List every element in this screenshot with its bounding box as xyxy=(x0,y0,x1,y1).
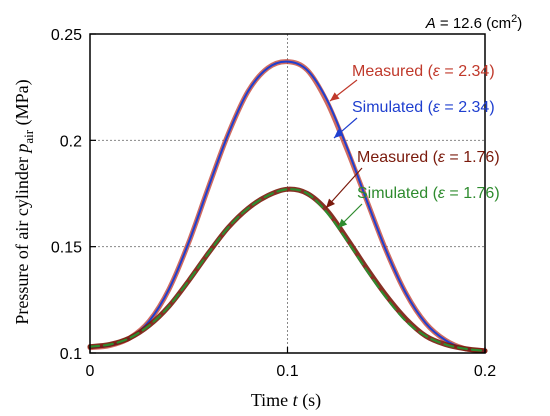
series-simulated-234 xyxy=(89,60,486,352)
x-tick-label: 0 xyxy=(86,363,95,380)
y-tick-label: 0.1 xyxy=(60,346,82,363)
legend-simulated-234: Simulated (ε = 2.34) xyxy=(352,99,495,116)
legend-measured-176: Measured (ε = 1.76) xyxy=(357,149,500,166)
x-axis-title: Time t (s) xyxy=(251,390,321,411)
legend-arrow-head xyxy=(326,198,335,208)
legend-measured-234: Measured (ε = 2.34) xyxy=(352,63,495,80)
y-tick-label: 0.2 xyxy=(60,133,82,150)
series-layer xyxy=(87,59,488,354)
y-tick-label: 0.25 xyxy=(51,27,82,44)
series-simulated-176 xyxy=(88,188,487,352)
y-tick-label: 0.15 xyxy=(51,240,82,257)
legend-arrow-head xyxy=(334,129,344,138)
grid xyxy=(90,34,485,353)
ticks: 0 0.1 0.20.10.150.20.25 xyxy=(51,27,496,380)
area-annotation: A = 12.6 (cm2) xyxy=(425,13,523,32)
legend-simulated-176: Simulated (ε = 1.76) xyxy=(357,185,500,202)
legend-arrow-head xyxy=(330,92,340,101)
x-tick-label: 0.1 xyxy=(276,363,298,380)
x-tick-label: 0.2 xyxy=(474,363,496,380)
legend-arrows xyxy=(325,79,363,229)
legend-arrow-head xyxy=(338,218,348,228)
y-axis-title: Pressure of air cylinder pair (MPa) xyxy=(12,79,36,324)
